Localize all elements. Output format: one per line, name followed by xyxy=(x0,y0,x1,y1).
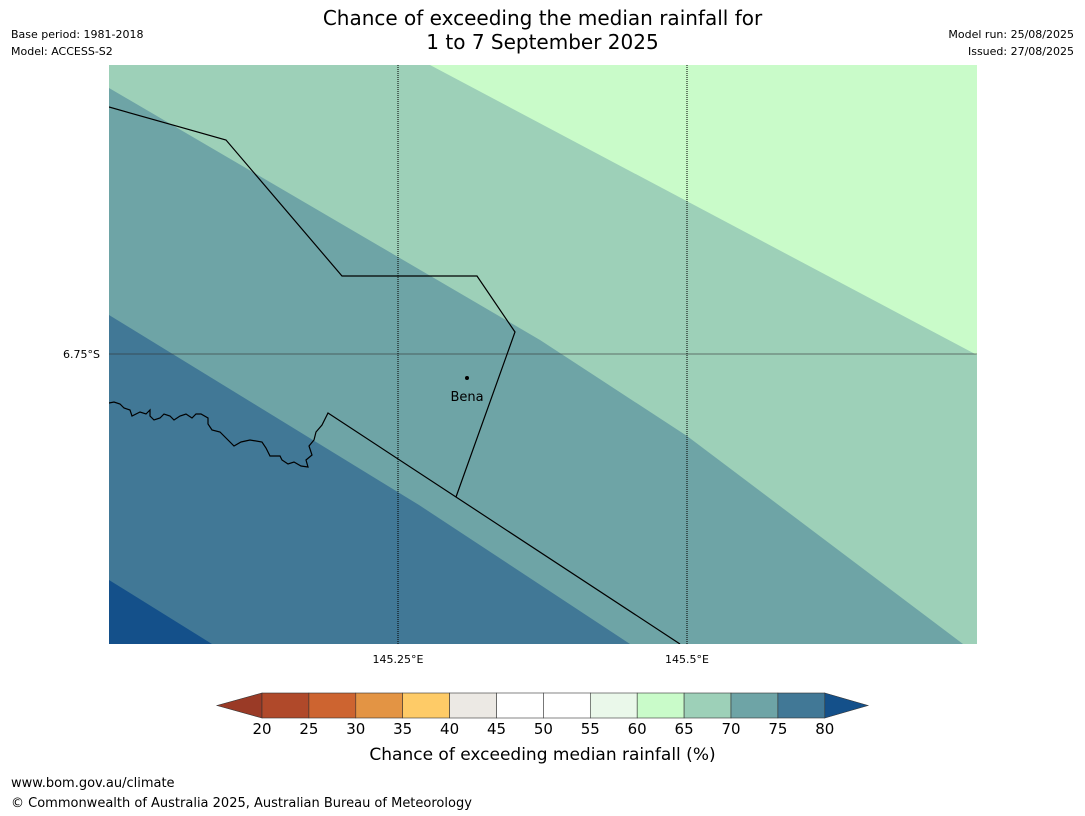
colorbar-ticks: 20 25 30 35 40 45 50 55 60 65 70 75 80 xyxy=(0,720,1085,740)
colorbar-tick: 70 xyxy=(721,720,741,738)
place-label-bena: Bena xyxy=(450,390,483,405)
colorbar-segment xyxy=(449,692,497,719)
colorbar-over-arrow xyxy=(824,692,870,719)
colorbar-segment xyxy=(683,692,732,719)
colorbar-segment xyxy=(308,692,357,719)
colorbar-segment xyxy=(261,692,310,719)
base-period: Base period: 1981-2018 xyxy=(11,28,144,41)
colorbar-tick: 55 xyxy=(580,720,600,738)
lat-label: 6.75°S xyxy=(63,348,100,361)
graticule xyxy=(109,65,977,644)
probability-bands xyxy=(109,65,977,644)
colorbar-tick: 80 xyxy=(815,720,835,738)
colorbar-segment xyxy=(730,692,779,719)
province-boundary-north xyxy=(109,106,516,498)
bena-marker xyxy=(465,376,469,380)
colorbar-tick: 35 xyxy=(393,720,413,738)
map-title: Chance of exceeding the median rainfall … xyxy=(0,6,1085,54)
issued-date: Issued: 27/08/2025 xyxy=(967,45,1074,58)
colorbar-tick: 45 xyxy=(486,720,507,738)
colorbar-under-arrow xyxy=(215,692,263,719)
footer-copyright: © Commonwealth of Australia 2025, Austra… xyxy=(11,796,472,811)
colorbar-tick: 60 xyxy=(627,720,647,738)
footer-url[interactable]: www.bom.gov.au/climate xyxy=(11,776,175,791)
colorbar-segment xyxy=(496,692,544,719)
colorbar-segment xyxy=(402,692,450,719)
meta-left: Base period: 1981-2018 Model: ACCESS-S2 xyxy=(11,26,143,60)
title-line-1: Chance of exceeding the median rainfall … xyxy=(322,6,763,30)
meta-right: Model run: 25/08/2025 Issued: 27/08/2025 xyxy=(948,26,1074,60)
band-over-80 xyxy=(109,580,212,644)
colorbar-segment xyxy=(589,692,638,719)
colorbar-segment xyxy=(636,692,685,719)
colorbar-segment xyxy=(543,692,591,719)
lon-label-145-25: 145.25°E xyxy=(373,653,424,666)
colorbar-tick: 25 xyxy=(299,720,319,738)
colorbar-tick: 30 xyxy=(346,720,366,738)
band-75-80 xyxy=(109,315,630,644)
province-boundary-south xyxy=(109,401,681,644)
boundaries xyxy=(109,106,681,644)
title-line-2: 1 to 7 September 2025 xyxy=(426,30,659,54)
colorbar-tick: 75 xyxy=(768,720,788,738)
colorbar xyxy=(215,692,870,719)
model-run: Model run: 25/08/2025 xyxy=(948,28,1074,41)
lon-label-145-5: 145.5°E xyxy=(665,653,709,666)
colorbar-segment xyxy=(777,692,826,719)
colorbar-tick: 40 xyxy=(440,720,460,738)
colorbar-tick: 50 xyxy=(533,720,553,738)
colorbar-tick: 20 xyxy=(252,720,272,738)
colorbar-tick: 65 xyxy=(674,720,694,738)
colorbar-segment xyxy=(355,692,403,719)
colorbar-title: Chance of exceeding median rainfall (%) xyxy=(369,745,716,765)
model-name: Model: ACCESS-S2 xyxy=(11,45,113,58)
